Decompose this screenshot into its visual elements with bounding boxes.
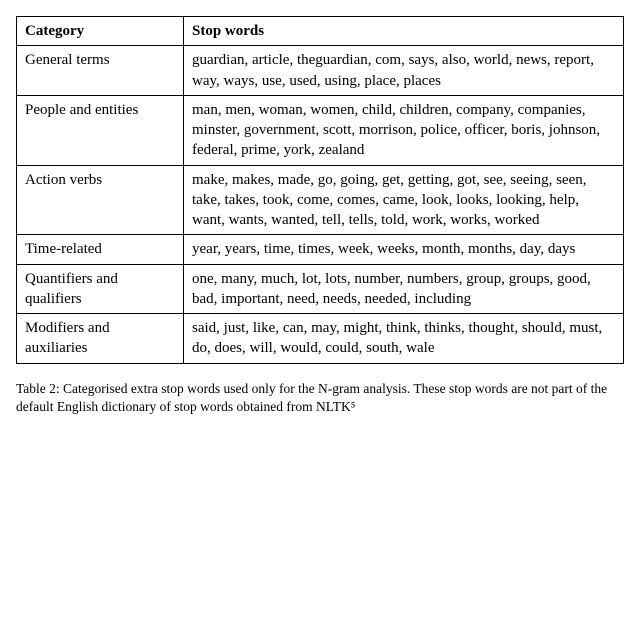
cell-words: year, years, time, times, week, weeks, m…	[184, 235, 624, 264]
cell-category: Action verbs	[17, 165, 184, 235]
cell-words: guardian, article, theguardian, com, say…	[184, 46, 624, 96]
stopwords-table: Category Stop words General terms guardi…	[16, 16, 624, 364]
table-caption: Table 2: Categorised extra stop words us…	[16, 380, 624, 416]
table-row: Quantifiers and qualifiers one, many, mu…	[17, 264, 624, 314]
cell-category: Time-related	[17, 235, 184, 264]
cell-category: General terms	[17, 46, 184, 96]
table-row: Action verbs make, makes, made, go, goin…	[17, 165, 624, 235]
cell-category: People and entities	[17, 95, 184, 165]
cell-words: one, many, much, lot, lots, number, numb…	[184, 264, 624, 314]
cell-words: make, makes, made, go, going, get, getti…	[184, 165, 624, 235]
cell-category: Quantifiers and qualifiers	[17, 264, 184, 314]
table-row: Modifiers and auxiliaries said, just, li…	[17, 314, 624, 364]
col-header-category: Category	[17, 17, 184, 46]
cell-words: said, just, like, can, may, might, think…	[184, 314, 624, 364]
table-row: Time-related year, years, time, times, w…	[17, 235, 624, 264]
cell-words: man, men, woman, women, child, children,…	[184, 95, 624, 165]
table-row: General terms guardian, article, theguar…	[17, 46, 624, 96]
col-header-stopwords: Stop words	[184, 17, 624, 46]
table-row: People and entities man, men, woman, wom…	[17, 95, 624, 165]
cell-category: Modifiers and auxiliaries	[17, 314, 184, 364]
table-header-row: Category Stop words	[17, 17, 624, 46]
